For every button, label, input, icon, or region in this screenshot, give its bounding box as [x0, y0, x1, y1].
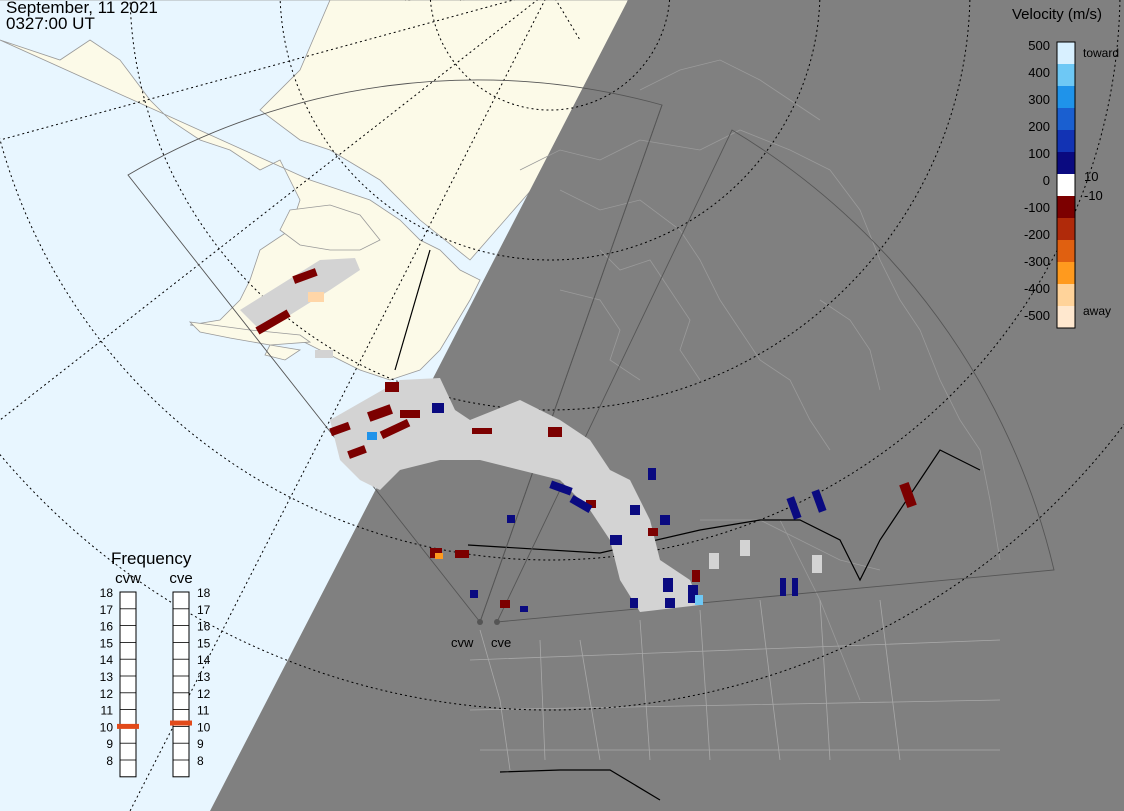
colorbar-tick-label: -10 — [1084, 188, 1103, 203]
colorbar-segment — [1057, 262, 1075, 284]
colorbar-away-label: away — [1083, 304, 1111, 318]
ground-scatter — [240, 258, 822, 612]
colorbar-toward-label: toward — [1083, 46, 1119, 60]
colorbar-frame — [1056, 41, 1076, 329]
frequency-tick-label: 13 — [197, 670, 211, 684]
velocity-colorbar: 500400300200100100-10-100-200-300-400-50… — [1024, 38, 1119, 329]
colorbar-tick-label: -500 — [1024, 308, 1050, 323]
frequency-tick-label: 13 — [100, 670, 114, 684]
colorbar-tick-label: 0 — [1043, 173, 1050, 188]
site-label-cve: cve — [491, 635, 511, 650]
time-label: 0327:00 UT — [6, 14, 95, 33]
frequency-tick-label: 16 — [100, 620, 114, 634]
colorbar-segment — [1057, 108, 1075, 130]
frequency-tick-label: 11 — [197, 704, 210, 718]
colorbar-tick-label: 200 — [1028, 119, 1050, 134]
frequency-panel-title: Frequency — [111, 549, 192, 568]
frequency-tick-label: 9 — [106, 737, 113, 751]
frequency-marker-cve — [170, 720, 192, 726]
radar-fov — [127, 79, 1055, 623]
colorbar-tick-label: 400 — [1028, 65, 1050, 80]
frequency-radar-label-cve: cve — [169, 570, 192, 587]
country-borders — [394, 249, 981, 801]
frequency-tick-label: 8 — [106, 754, 113, 768]
colorbar-segment — [1057, 130, 1075, 152]
frequency-tick-label: 17 — [197, 603, 211, 617]
frequency-tick-label: 15 — [197, 636, 211, 650]
frequency-tick-label: 14 — [100, 653, 114, 667]
frequency-tick-label: 8 — [197, 754, 204, 768]
frequency-radar-label-cvw: cvw — [115, 570, 141, 587]
colorbar-segment — [1057, 306, 1075, 328]
frequency-tick-label: 16 — [197, 620, 211, 634]
velocity-cells-toward — [432, 403, 827, 612]
date-label: September, 11 2021 — [6, 0, 158, 17]
colorbar-segment — [1057, 218, 1075, 240]
colorbar-segment — [1057, 42, 1075, 64]
frequency-column-cve — [172, 591, 190, 778]
frequency-tick-label: 11 — [101, 704, 114, 718]
colorbar-tick-label: -100 — [1024, 200, 1050, 215]
colorbar-tick-label: -300 — [1024, 254, 1050, 269]
frequency-tick-label: 17 — [100, 603, 114, 617]
colorbar-segment — [1057, 284, 1075, 306]
state-boundaries — [469, 599, 1001, 771]
colorbar-tick-label: -200 — [1024, 227, 1050, 242]
velocity-cells-fast — [308, 292, 703, 605]
colorbar-tick-label: -400 — [1024, 281, 1050, 296]
colorbar-tick-label: 500 — [1028, 38, 1050, 53]
colorbar-tick-label: 300 — [1028, 92, 1050, 107]
frequency-tick-label: 9 — [197, 737, 204, 751]
velocity-scale-title: Velocity (m/s) — [1012, 6, 1103, 23]
colorbar-segment — [1057, 86, 1075, 108]
frequency-column-cvw — [119, 591, 137, 778]
frequency-tick-label: 10 — [100, 720, 114, 734]
frequency-panel: 18171615141312111098cvw18171615141312111… — [100, 570, 211, 778]
frequency-tick-label: 12 — [100, 687, 114, 701]
frequency-marker-cvw — [117, 723, 139, 729]
frequency-tick-label: 12 — [197, 687, 211, 701]
night-shade — [210, 0, 1124, 811]
colorbar-tick-label: 10 — [1084, 169, 1098, 184]
colorbar-tick-label: 100 — [1028, 146, 1050, 161]
colorbar-segment — [1057, 174, 1075, 196]
frequency-tick-label: 18 — [197, 586, 211, 600]
colorbar-segment — [1057, 240, 1075, 262]
frequency-tick-label: 10 — [197, 720, 211, 734]
radar-site-markers — [477, 619, 500, 625]
frequency-tick-label: 14 — [197, 653, 211, 667]
colorbar-segment — [1057, 196, 1075, 218]
date-time-stamp: September, 11 2021 0327:00 UT — [6, 0, 158, 32]
colorbar-segment — [1057, 64, 1075, 86]
frequency-tick-label: 18 — [100, 586, 114, 600]
site-label-cvw: cvw — [451, 635, 474, 650]
frequency-tick-label: 15 — [100, 636, 114, 650]
colorbar-segment — [1057, 152, 1075, 174]
